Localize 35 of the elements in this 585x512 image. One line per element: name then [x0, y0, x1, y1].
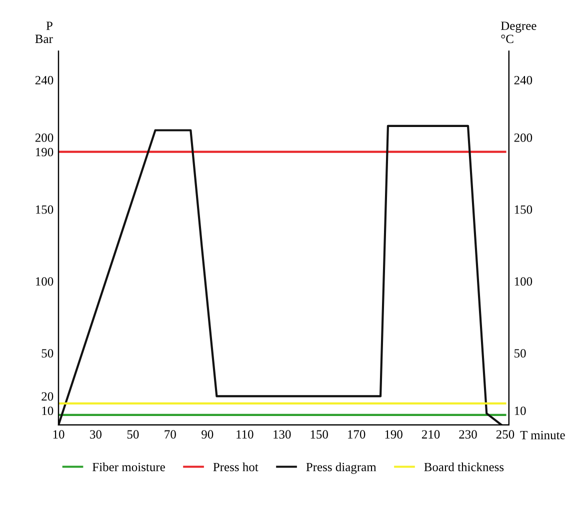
y2-axis-title: Degree °C: [500, 22, 536, 44]
y-tick-label: 100: [36, 277, 54, 286]
x-tick-label: 150: [310, 430, 328, 439]
x-axis-title: T minute: [520, 430, 565, 440]
y-tick-label: 200: [35, 133, 54, 142]
x-tick-label: 70: [164, 430, 176, 439]
y2-tick-label: 10: [514, 406, 526, 416]
x-tick-label: 170: [348, 430, 366, 439]
legend-label: Press hot: [213, 462, 258, 472]
legend-label: Press diagram: [306, 462, 376, 474]
legend-label: Fiber moisture: [92, 462, 165, 472]
x-tick-label: 30: [90, 430, 102, 439]
x-tick-label: 110: [236, 430, 254, 439]
y-tick-label: 240: [35, 76, 54, 84]
y-tick-label: 10: [42, 406, 54, 416]
y2-tick-label: 150: [514, 205, 532, 214]
y-tick-label: 20: [42, 392, 54, 401]
x-tick-label: 230: [459, 430, 477, 439]
x-tick-label: 210: [422, 430, 440, 439]
x-tick-label: 130: [274, 430, 291, 439]
x-tick-label: 190: [385, 430, 402, 439]
x-tick-label: 90: [202, 430, 214, 439]
y2-tick-label: 240: [514, 76, 532, 84]
y2-tick-label: 200: [514, 133, 532, 142]
line-series: [58, 124, 503, 425]
x-tick-label: 10: [53, 430, 64, 439]
x-tick-label: 50: [127, 430, 139, 439]
y2-tick-label: 50: [514, 349, 526, 358]
x-tick-label: 250: [496, 430, 514, 439]
y-tick-label: 150: [36, 205, 54, 214]
y-tick-label: 50: [42, 349, 54, 358]
y-tick-label: 190: [36, 148, 54, 156]
legend-label: Board thickness: [424, 462, 504, 472]
y2-tick-label: 100: [514, 277, 532, 286]
y-axis-title: P Bar: [35, 22, 53, 44]
